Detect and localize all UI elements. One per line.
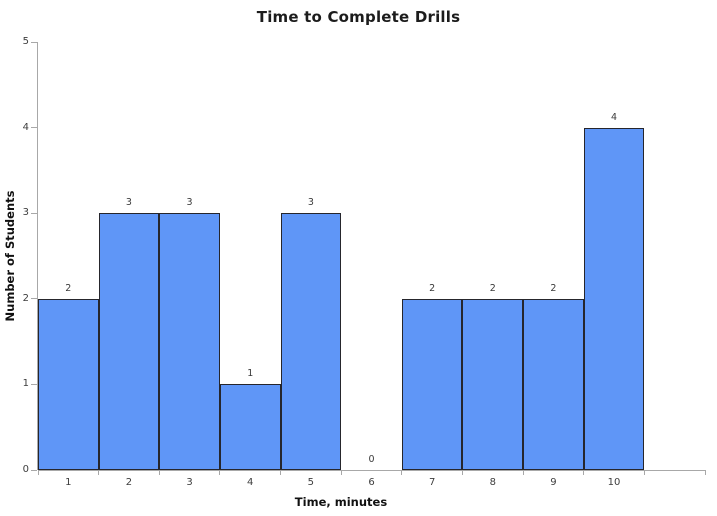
y-tick-label: 4 — [22, 121, 29, 133]
bar-9 — [523, 298, 584, 470]
y-tick — [30, 212, 37, 214]
x-tick-label: 4 — [247, 477, 254, 488]
bar-value-label: 2 — [550, 282, 557, 294]
x-tick-label: 1 — [65, 477, 72, 488]
x-tick-label: 10 — [607, 477, 621, 488]
x-tick — [219, 470, 221, 475]
x-tick — [461, 470, 463, 475]
bar-value-label: 3 — [307, 197, 314, 209]
y-axis-line — [36, 42, 38, 470]
x-tick — [98, 470, 100, 475]
x-tick-label: 6 — [368, 477, 375, 488]
x-tick-label: 2 — [125, 477, 133, 488]
bar-1 — [38, 298, 99, 470]
y-tick — [30, 383, 37, 385]
y-tick — [30, 127, 37, 129]
x-tick — [583, 470, 585, 475]
x-tick — [340, 470, 342, 475]
y-tick — [30, 41, 37, 43]
bar-5 — [280, 213, 342, 470]
x-tick — [280, 470, 282, 475]
bar-value-label: 0 — [368, 454, 375, 465]
bar-value-label: 4 — [611, 111, 618, 123]
x-tick — [37, 470, 39, 475]
bar-value-label: 2 — [65, 282, 72, 294]
y-tick-label: 1 — [22, 378, 29, 390]
bar-value-label: 1 — [247, 368, 254, 380]
x-tick-label: 8 — [489, 477, 496, 488]
x-tick — [158, 470, 160, 475]
y-tick — [30, 298, 37, 300]
x-axis-title: Time, minutes — [294, 495, 388, 509]
bar-7 — [401, 298, 463, 470]
bar-10 — [583, 127, 645, 470]
x-tick-label: 3 — [186, 477, 193, 488]
y-tick — [30, 469, 37, 471]
bar-value-label: 3 — [186, 197, 193, 209]
y-tick-label: 5 — [22, 36, 29, 47]
bar-3 — [159, 213, 220, 470]
y-tick-label: 3 — [22, 207, 29, 219]
x-tick-label: 9 — [550, 477, 557, 488]
y-tick-label: 0 — [22, 464, 29, 475]
bar-2 — [98, 213, 160, 470]
bar-value-label: 3 — [125, 197, 132, 209]
y-tick-label: 2 — [22, 292, 29, 304]
x-tick — [643, 470, 645, 475]
bar-8 — [462, 298, 524, 470]
x-tick — [704, 470, 706, 475]
chart-title: Time to Complete Drills — [256, 8, 461, 26]
x-tick — [401, 470, 403, 475]
x-axis-line — [38, 469, 705, 471]
bar-value-label: 2 — [489, 282, 496, 294]
bar-4 — [219, 384, 281, 470]
x-tick-label: 5 — [307, 477, 315, 488]
x-tick — [522, 470, 524, 475]
bar-value-label: 2 — [429, 282, 436, 294]
x-tick-label: 7 — [428, 477, 436, 488]
